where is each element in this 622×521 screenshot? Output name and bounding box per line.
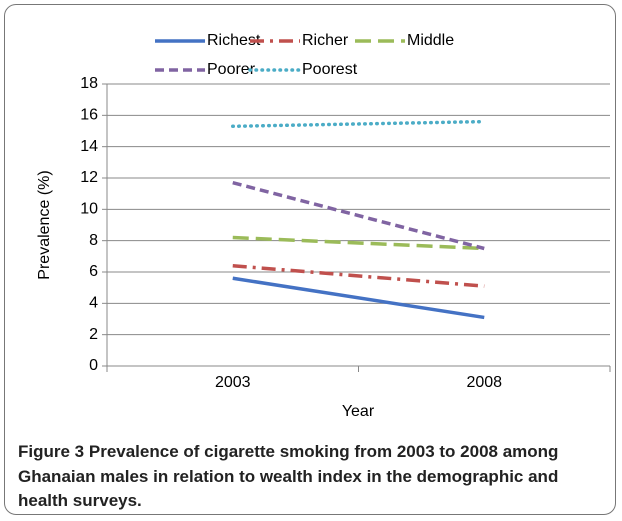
series-line (232, 235, 485, 251)
y-axis-label: Prevalence (%) (36, 170, 53, 279)
y-tick-label: 0 (89, 357, 98, 374)
caption-text: Prevalence of cigarette smoking from 200… (18, 442, 559, 510)
y-tick-label: 4 (89, 295, 98, 312)
series-line (232, 181, 485, 251)
x-tick-label: 2008 (466, 374, 502, 391)
legend-label: Richest (207, 32, 261, 49)
figure-frame (4, 4, 616, 515)
caption-label: Figure 3 (18, 442, 85, 461)
series-line (232, 276, 485, 320)
caption: Figure 3 Prevalence of cigarette smoking… (18, 440, 610, 514)
legend-label: Middle (407, 32, 454, 49)
y-tick-label: 10 (80, 201, 98, 218)
series-line (231, 119, 486, 129)
y-tick-label: 14 (80, 138, 98, 155)
y-tick-label: 16 (80, 107, 98, 124)
x-axis-label: Year (342, 403, 375, 420)
y-tick-label: 12 (80, 169, 98, 186)
chart: Prevalence (%) Year 0 2 4 6 8 10 12 14 16 18 2003 2… (36, 32, 611, 420)
legend-label: Richer (302, 32, 349, 49)
y-tick-label: 6 (89, 263, 98, 280)
legend-label: Poorest (302, 61, 358, 78)
legend-label: Poorer (207, 61, 256, 78)
x-tick-label: 2003 (215, 374, 251, 391)
y-tick-label: 2 (89, 326, 98, 343)
y-tick-label: 18 (80, 75, 98, 92)
y-tick-label: 8 (89, 232, 98, 249)
series-line (232, 263, 485, 288)
